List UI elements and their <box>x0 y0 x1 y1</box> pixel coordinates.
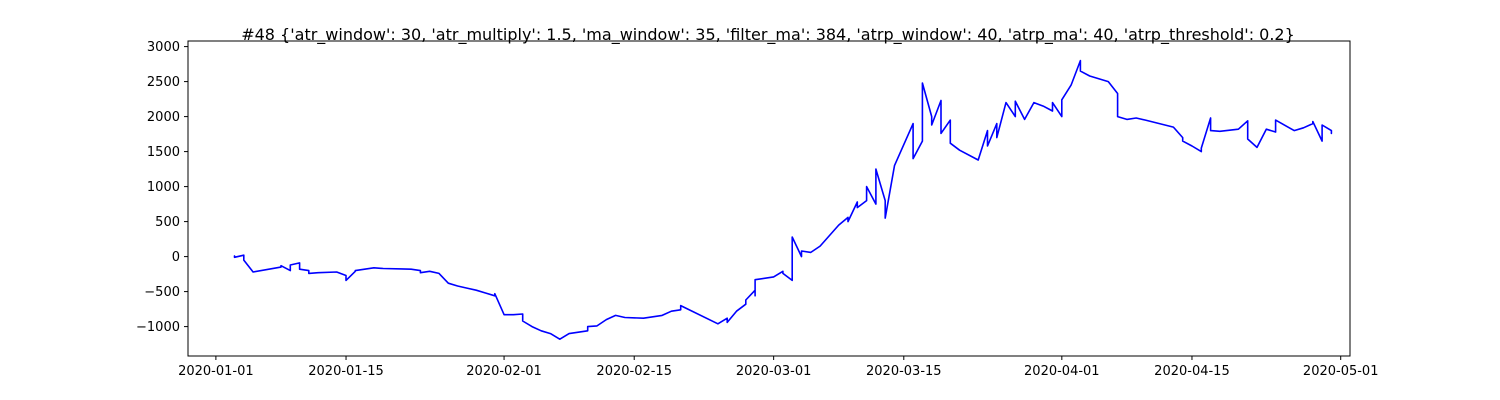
x-axis: 2020-01-01 2020-01-15 2020-02-01 2020-02-15… <box>178 356 1378 379</box>
y-tick-label: 0 <box>172 250 180 265</box>
chart-title: #48 {'atr_window': 30, 'atr_multiply': 1… <box>241 25 1295 45</box>
y-tick-label: 1000 <box>147 180 180 195</box>
y-tick-label: 500 <box>155 215 180 230</box>
x-tick-label: 2020-04-15 <box>1154 364 1230 379</box>
x-tick-label: 2020-02-01 <box>466 364 542 379</box>
x-tick-label: 2020-01-01 <box>178 364 254 379</box>
x-tick-label: 2020-05-01 <box>1303 364 1379 379</box>
x-tick-label: 2020-02-15 <box>596 364 672 379</box>
x-tick-label: 2020-01-15 <box>308 364 384 379</box>
y-tick-label: 2000 <box>147 110 180 125</box>
y-axis: −1000 −500 0 500 1000 1500 2000 2500 3000 <box>136 40 188 335</box>
x-tick-label: 2020-03-15 <box>866 364 942 379</box>
x-tick-label: 2020-03-01 <box>736 364 812 379</box>
y-tick-label: 3000 <box>147 40 180 55</box>
y-tick-label: 2500 <box>147 75 180 90</box>
plot-area <box>233 59 1333 341</box>
series-line <box>233 59 1333 341</box>
y-tick-label: 1500 <box>147 145 180 160</box>
y-tick-label: −500 <box>144 285 180 300</box>
y-tick-label: −1000 <box>136 320 180 335</box>
plot-frame <box>187 40 1351 357</box>
x-tick-label: 2020-04-01 <box>1024 364 1100 379</box>
